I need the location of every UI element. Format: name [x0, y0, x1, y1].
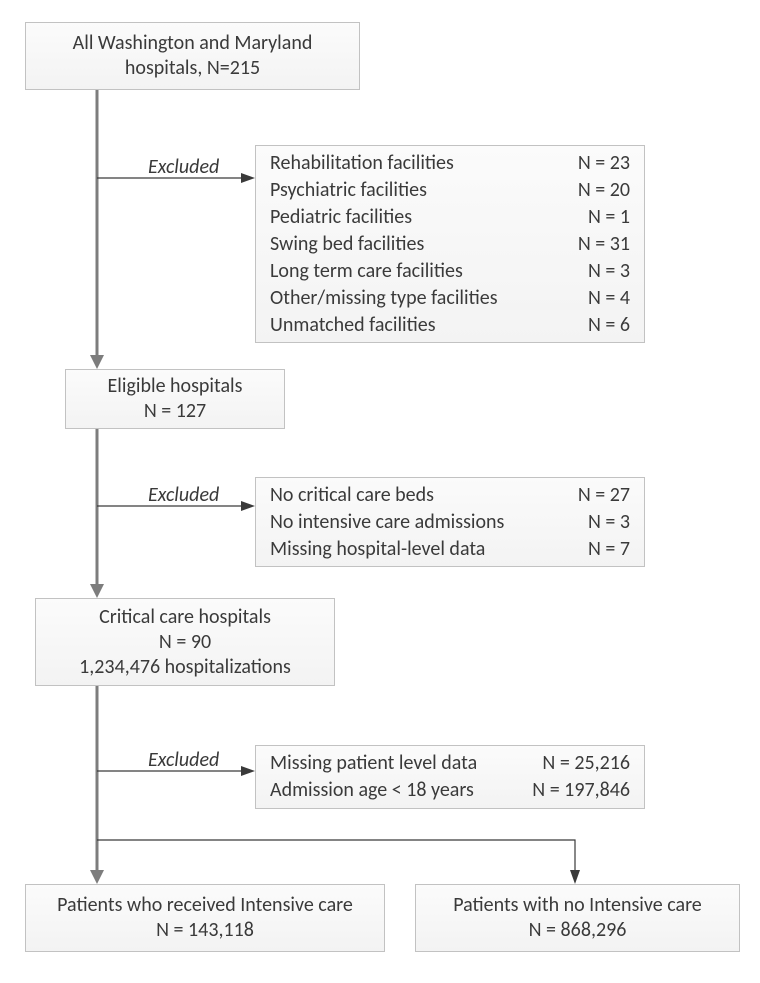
- exclusion-row: Psychiatric facilities N = 20: [270, 177, 630, 204]
- node-text: Critical care hospitals: [36, 605, 334, 630]
- node-text: N = 143,118: [26, 918, 384, 943]
- exclusion-row: Missing patient level data N = 25,216: [270, 750, 630, 777]
- node-text: All Washington and Maryland: [26, 31, 359, 56]
- node-text: Eligible hospitals: [66, 374, 284, 399]
- exclusion-count: N = 20: [578, 177, 630, 204]
- exclusion-row: No intensive care admissions N = 3: [270, 509, 630, 536]
- exclusion-row: Long term care facilities N = 3: [270, 258, 630, 285]
- exclusion-label: Pediatric facilities: [270, 204, 412, 231]
- exclusion-count: N = 1: [588, 204, 630, 231]
- exclusion-row: Rehabilitation facilities N = 23: [270, 150, 630, 177]
- exclusion-row: Swing bed facilities N = 31: [270, 231, 630, 258]
- exclusion-row: Unmatched facilities N = 6: [270, 312, 630, 339]
- flowchart-stage: All Washington and Marylandhospitals, N=…: [0, 0, 760, 983]
- exclusion-row: Missing hospital-level data N = 7: [270, 536, 630, 563]
- flow-node-n4: Patients with no Intensive careN = 868,2…: [415, 884, 740, 952]
- exclusion-label: Unmatched facilities: [270, 312, 436, 339]
- node-text: hospitals, N=215: [26, 56, 359, 81]
- node-text: Patients who received Intensive care: [26, 893, 384, 918]
- excluded-label: Excluded: [148, 155, 219, 179]
- exclusion-count: N = 31: [578, 231, 630, 258]
- exclusion-count: N = 6: [588, 312, 630, 339]
- exclusion-label: No intensive care admissions: [270, 509, 504, 536]
- exclusion-count: N = 3: [588, 509, 630, 536]
- exclusion-label: Long term care facilities: [270, 258, 463, 285]
- exclusion-box-ex1: No critical care bedsN = 27No intensive …: [255, 477, 645, 567]
- flow-node-n1: Eligible hospitalsN = 127: [65, 369, 285, 429]
- exclusion-count: N = 25,216: [542, 750, 630, 777]
- exclusion-row: Pediatric facilities N = 1: [270, 204, 630, 231]
- exclusion-label: Other/missing type facilities: [270, 285, 498, 312]
- exclusion-box-ex0: Rehabilitation facilitiesN = 23Psychiatr…: [255, 145, 645, 343]
- flow-node-n0: All Washington and Marylandhospitals, N=…: [25, 22, 360, 90]
- exclusion-count: N = 3: [588, 258, 630, 285]
- node-text: N = 90: [36, 630, 334, 655]
- exclusion-label: Admission age < 18 years: [270, 777, 474, 804]
- exclusion-label: Missing patient level data: [270, 750, 477, 777]
- node-text: Patients with no Intensive care: [416, 893, 739, 918]
- exclusion-label: Swing bed facilities: [270, 231, 424, 258]
- excluded-label: Excluded: [148, 748, 219, 772]
- exclusion-count: N = 7: [588, 536, 630, 563]
- node-text: N = 127: [66, 399, 284, 424]
- node-text: 1,234,476 hospitalizations: [36, 655, 334, 680]
- exclusion-row: Other/missing type facilities N = 4: [270, 285, 630, 312]
- flow-node-n2: Critical care hospitalsN = 901,234,476 h…: [35, 598, 335, 686]
- exclusion-row: No critical care beds N = 27: [270, 482, 630, 509]
- exclusion-label: Rehabilitation facilities: [270, 150, 454, 177]
- exclusion-label: No critical care beds: [270, 482, 434, 509]
- exclusion-count: N = 197,846: [532, 777, 630, 804]
- exclusion-label: Missing hospital-level data: [270, 536, 485, 563]
- node-text: N = 868,296: [416, 918, 739, 943]
- exclusion-count: N = 23: [578, 150, 630, 177]
- flow-node-n3: Patients who received Intensive careN = …: [25, 884, 385, 952]
- exclusion-row: Admission age < 18 years N = 197,846: [270, 777, 630, 804]
- exclusion-label: Psychiatric facilities: [270, 177, 427, 204]
- exclusion-box-ex2: Missing patient level dataN = 25,216Admi…: [255, 745, 645, 809]
- exclusion-count: N = 27: [578, 482, 630, 509]
- excluded-label: Excluded: [148, 483, 219, 507]
- exclusion-count: N = 4: [588, 285, 630, 312]
